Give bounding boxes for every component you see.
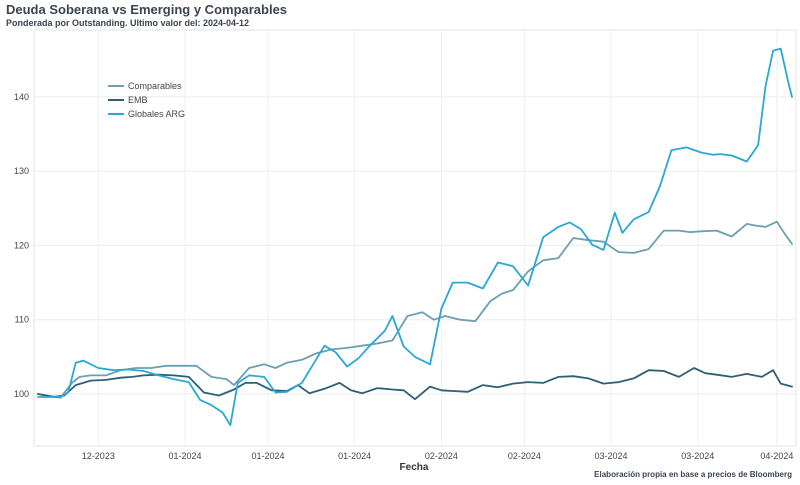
x-tick-label: 01-2024 [338,451,371,461]
y-tick-label: 130 [14,166,29,176]
x-tick-label: 01-2024 [251,451,284,461]
x-tick-label: 02-2024 [508,451,541,461]
legend-label-comparables: Comparables [128,81,182,91]
legend-label-globales-arg: Globales ARG [128,109,185,119]
y-tick-label: 140 [14,92,29,102]
x-axis-title: Fecha [400,462,429,473]
x-tick-label: 01-2024 [169,451,202,461]
x-tick-label: 04-2024 [760,451,793,461]
y-tick-label: 110 [15,315,29,325]
legend-label-emb: EMB [128,95,148,105]
chart-subtitle: Ponderada por Outstanding. Ultimo valor … [6,18,250,28]
x-tick-label: 03-2024 [595,451,628,461]
series-line-emb [37,367,793,401]
y-tick-label: 120 [14,240,29,250]
plot-area [33,29,797,447]
x-tick-label: 12-2023 [82,451,115,461]
x-tick-label: 03-2024 [681,451,714,461]
source-caption: Elaboración propia en base a precios de … [594,470,792,479]
chart-title: Deuda Soberana vs Emerging y Comparables [6,2,288,17]
series-line-comparables [37,220,793,399]
series-line-globales-arg [37,47,793,427]
y-tick-label: 100 [14,389,29,399]
x-tick-label: 02-2024 [425,451,458,461]
